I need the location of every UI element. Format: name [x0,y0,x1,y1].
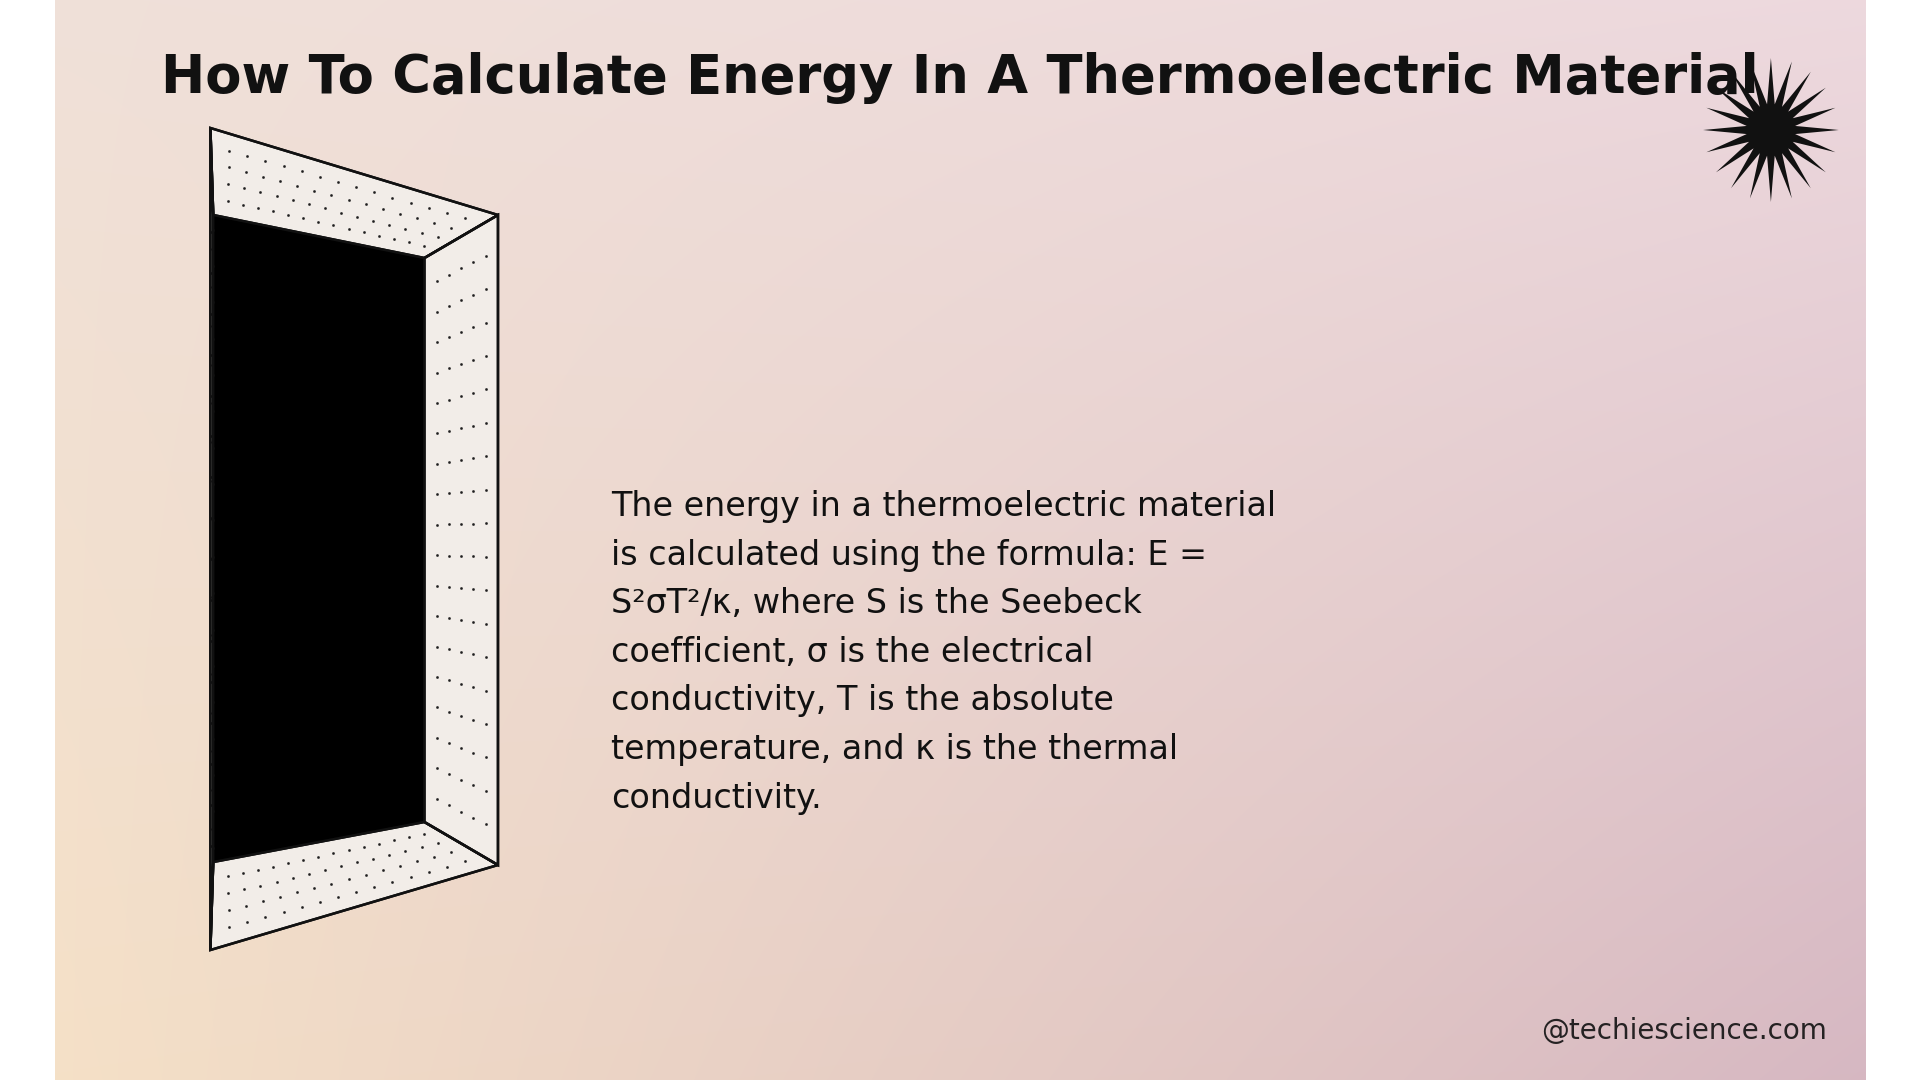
Polygon shape [211,129,497,258]
Polygon shape [211,822,497,950]
Polygon shape [213,215,424,862]
Polygon shape [211,129,213,950]
Text: The energy in a thermoelectric material
is calculated using the formula: E =
S²σ: The energy in a thermoelectric material … [611,490,1277,814]
Text: How To Calculate Energy In A Thermoelectric Material: How To Calculate Energy In A Thermoelect… [161,52,1759,104]
Text: @techiescience.com: @techiescience.com [1542,1017,1828,1045]
Polygon shape [424,215,497,865]
Polygon shape [1703,58,1839,202]
